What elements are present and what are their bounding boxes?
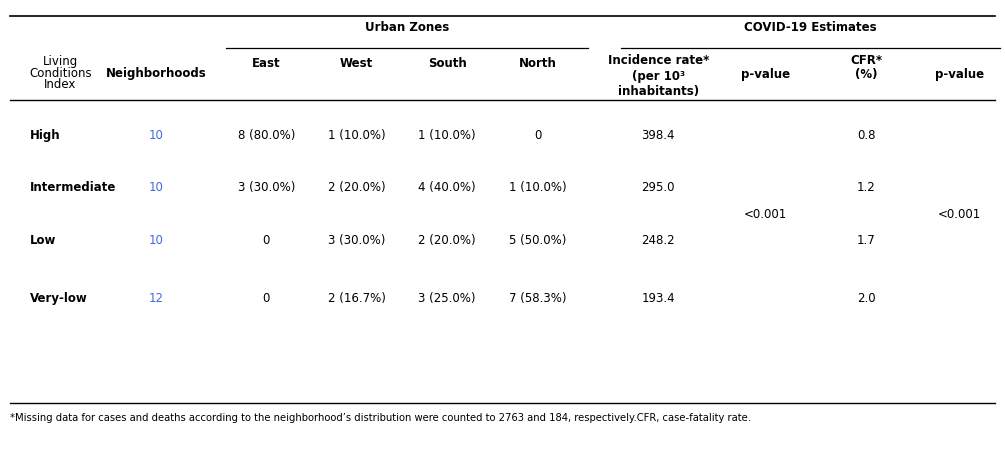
Text: 7 (58.3%): 7 (58.3%) bbox=[509, 293, 567, 305]
Text: 3 (30.0%): 3 (30.0%) bbox=[237, 182, 295, 194]
Text: 5 (50.0%): 5 (50.0%) bbox=[509, 235, 567, 247]
Text: *Missing data for cases and deaths according to the neighborhood’s distribution : *Missing data for cases and deaths accor… bbox=[10, 413, 751, 423]
Text: 10: 10 bbox=[149, 182, 163, 194]
Text: Low: Low bbox=[30, 235, 56, 247]
Text: High: High bbox=[30, 130, 60, 142]
Text: 10: 10 bbox=[149, 130, 163, 142]
Text: (%): (%) bbox=[855, 68, 877, 81]
Text: Conditions: Conditions bbox=[29, 67, 91, 80]
Text: 12: 12 bbox=[149, 293, 163, 305]
Text: North: North bbox=[519, 57, 557, 70]
Text: 4 (40.0%): 4 (40.0%) bbox=[418, 182, 476, 194]
Text: <0.001: <0.001 bbox=[938, 208, 982, 221]
Text: 2 (20.0%): 2 (20.0%) bbox=[418, 235, 476, 247]
Text: p-value: p-value bbox=[936, 68, 984, 81]
Text: 10: 10 bbox=[149, 235, 163, 247]
Text: Neighborhoods: Neighborhoods bbox=[106, 67, 206, 80]
Text: 398.4: 398.4 bbox=[641, 130, 675, 142]
Text: 3 (25.0%): 3 (25.0%) bbox=[418, 293, 476, 305]
Text: Urban Zones: Urban Zones bbox=[365, 21, 449, 34]
Text: Incidence rate*: Incidence rate* bbox=[608, 54, 709, 67]
Text: 0: 0 bbox=[262, 293, 270, 305]
Text: 1.2: 1.2 bbox=[857, 182, 875, 194]
Text: 2 (20.0%): 2 (20.0%) bbox=[328, 182, 386, 194]
Text: 1 (10.0%): 1 (10.0%) bbox=[418, 130, 476, 142]
Text: 248.2: 248.2 bbox=[641, 235, 675, 247]
Text: 0: 0 bbox=[534, 130, 542, 142]
Text: inhabitants): inhabitants) bbox=[618, 85, 698, 98]
Text: 1 (10.0%): 1 (10.0%) bbox=[509, 182, 567, 194]
Text: Living: Living bbox=[42, 55, 78, 68]
Text: <0.001: <0.001 bbox=[744, 208, 788, 221]
Text: South: South bbox=[428, 57, 466, 70]
Text: 0: 0 bbox=[262, 235, 270, 247]
Text: 8 (80.0%): 8 (80.0%) bbox=[237, 130, 295, 142]
Text: East: East bbox=[252, 57, 280, 70]
Text: CFR*: CFR* bbox=[850, 54, 882, 67]
Text: Intermediate: Intermediate bbox=[30, 182, 117, 194]
Text: 0.8: 0.8 bbox=[857, 130, 875, 142]
Text: COVID-19 Estimates: COVID-19 Estimates bbox=[745, 21, 876, 34]
Text: 2.0: 2.0 bbox=[857, 293, 875, 305]
Text: 295.0: 295.0 bbox=[641, 182, 675, 194]
Text: 2 (16.7%): 2 (16.7%) bbox=[328, 293, 386, 305]
Text: p-value: p-value bbox=[742, 68, 790, 81]
Text: 1 (10.0%): 1 (10.0%) bbox=[328, 130, 386, 142]
Text: Index: Index bbox=[44, 78, 76, 91]
Text: (per 10³: (per 10³ bbox=[632, 70, 684, 83]
Text: West: West bbox=[340, 57, 374, 70]
Text: Very-low: Very-low bbox=[30, 293, 87, 305]
Text: 3 (30.0%): 3 (30.0%) bbox=[328, 235, 386, 247]
Text: 1.7: 1.7 bbox=[857, 235, 875, 247]
Text: 193.4: 193.4 bbox=[641, 293, 675, 305]
